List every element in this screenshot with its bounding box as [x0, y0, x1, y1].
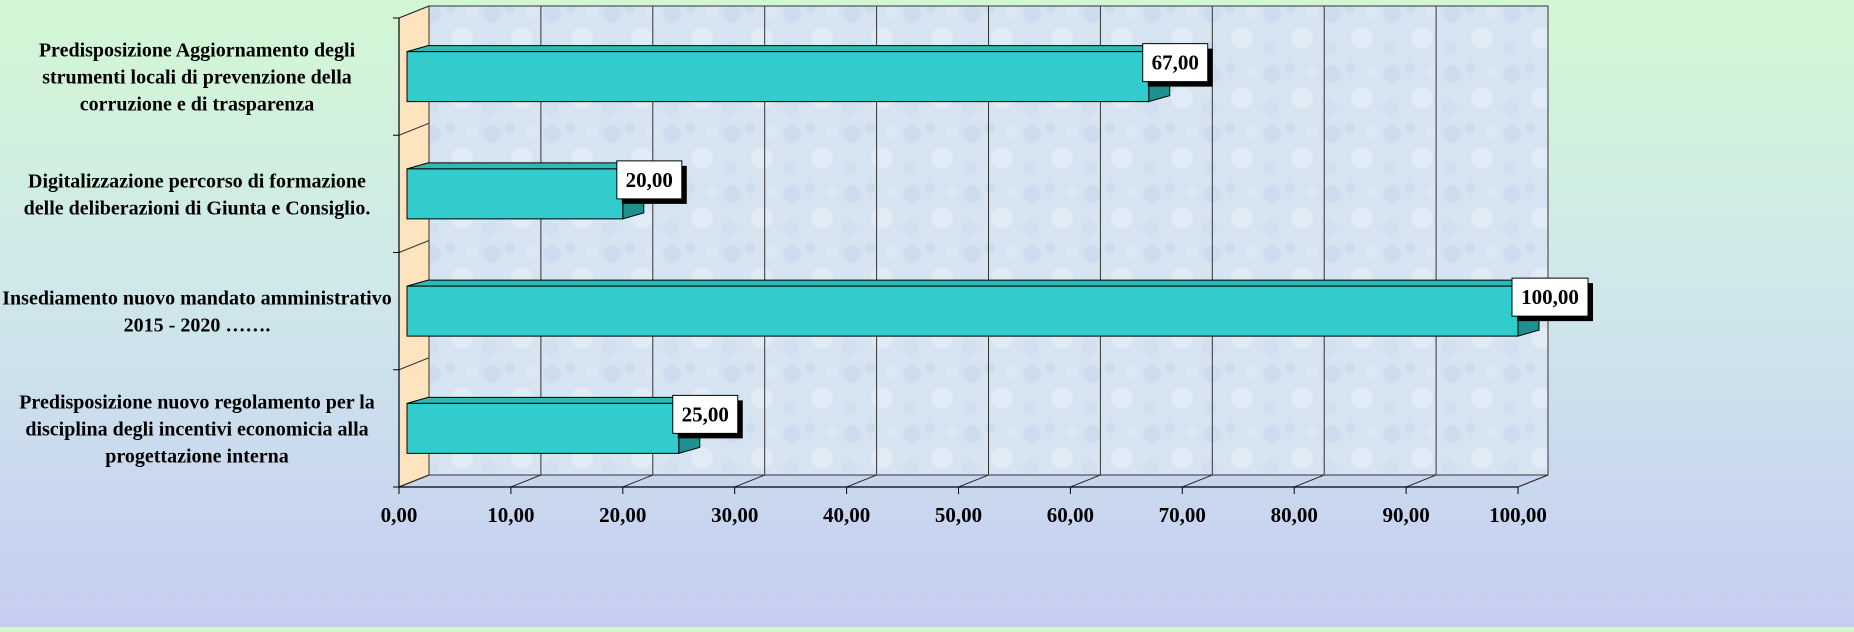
floor-gridline [846, 474, 877, 488]
data-label-box [616, 160, 683, 200]
data-label: 20,00 [626, 168, 673, 192]
axes [393, 17, 1519, 494]
category-label: Predisposizione nuovo regolamento per la… [19, 391, 375, 467]
floor-gridline [1294, 474, 1325, 488]
floor-gridline [622, 474, 653, 488]
category-label: Predisposizione Aggiornamento degli strum… [39, 40, 356, 116]
floor-gridline [510, 474, 542, 488]
bar [406, 51, 1150, 103]
data-label: 100,00 [1521, 285, 1579, 309]
data-label-box [672, 394, 739, 434]
category-label-line: progettazione interna [105, 445, 289, 467]
bars [406, 44, 1540, 455]
category-label: Insediamento nuovo mandato amministrativ… [2, 288, 391, 337]
category-separator [398, 474, 430, 488]
bar-top [406, 162, 644, 170]
data-label-box [1511, 277, 1589, 317]
floor-gridline [1182, 474, 1213, 488]
x-tick-label: 50,00 [935, 503, 982, 527]
data-labels: 67,00 20,00 100,00 25,00 [616, 43, 1593, 439]
category-label-line: Digitalizzazione percorso di formazione [28, 170, 366, 192]
category-label-line: corruzione e di trasparenza [80, 94, 315, 116]
category-labels: Predisposizione Aggiornamento degli strum… [2, 40, 391, 468]
category-separator [398, 357, 430, 371]
category-label-line: delle deliberazioni di Giunta e Consigli… [24, 197, 371, 219]
data-label: 25,00 [682, 402, 729, 426]
category-label-line: disciplina degli incentivi economicia al… [25, 418, 368, 440]
floor-gridline [1405, 474, 1437, 488]
x-tick-label: 30,00 [711, 503, 758, 527]
category-label-line: Predisposizione Aggiornamento degli [39, 40, 356, 62]
category-label-line: Predisposizione nuovo regolamento per la [19, 391, 375, 413]
category-separator [398, 240, 430, 253]
x-tick-label: 0,00 [381, 503, 418, 527]
bar [406, 168, 624, 220]
category-label: Digitalizzazione percorso di formazione d… [24, 170, 371, 219]
bar [406, 285, 1519, 337]
x-tick-label: 10,00 [487, 503, 534, 527]
bar-top [406, 45, 1170, 53]
floor-gridline [958, 474, 989, 488]
bar-top [406, 396, 700, 404]
x-tick-label: 60,00 [1047, 503, 1094, 527]
data-label-box [1142, 43, 1209, 83]
floor-gridline [1070, 474, 1101, 488]
x-tick-label: 90,00 [1382, 503, 1429, 527]
bar-top [406, 279, 1540, 287]
category-label-line: Insediamento nuovo mandato amministrativ… [2, 288, 391, 310]
category-separator [398, 5, 430, 19]
category-separator [398, 122, 430, 136]
x-tick-label: 70,00 [1159, 503, 1206, 527]
floor-gridline [734, 474, 765, 488]
x-tick-labels: 0,00 10,00 20,00 30,00 40,00 50,00 60,00 70,00 8… [381, 503, 1547, 527]
category-label-line: strumenti locali di prevenzione della [42, 67, 352, 89]
bar [406, 402, 680, 454]
x-tick-label: 40,00 [823, 503, 870, 527]
category-label-line: 2015 - 2020 ……. [124, 315, 271, 337]
data-label: 67,00 [1152, 51, 1199, 75]
x-tick-label: 100,00 [1489, 503, 1547, 527]
x-tick-label: 80,00 [1271, 503, 1318, 527]
floor-gridline [1517, 474, 1549, 488]
x-tick-label: 20,00 [599, 503, 646, 527]
